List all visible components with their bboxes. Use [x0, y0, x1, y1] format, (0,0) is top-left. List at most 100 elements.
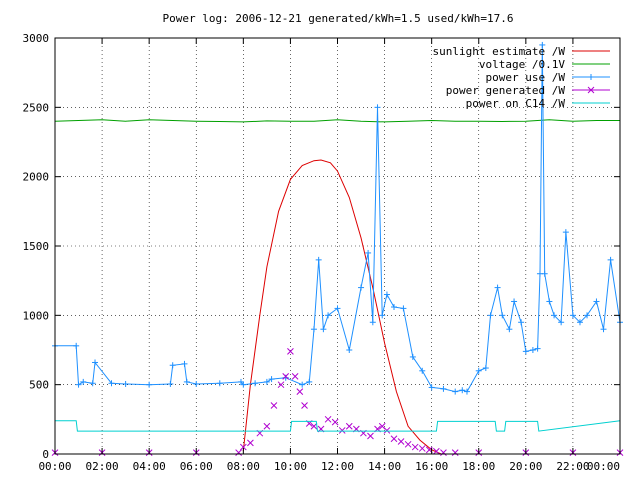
data-point-power-generated-w — [301, 402, 308, 409]
series-line-voltage-0-1v — [54, 119, 620, 123]
data-point-power-generated-w — [310, 422, 318, 430]
data-point-power-generated-w — [397, 438, 405, 445]
data-point-power-use-w — [409, 353, 416, 360]
series-voltage-0-1v — [54, 119, 620, 123]
data-point-power-use-w — [419, 367, 426, 374]
data-point-power-use-w — [122, 380, 129, 387]
data-point-power-use-w — [315, 256, 322, 263]
x-tick-label: 18:00 — [462, 460, 495, 473]
data-point-power-generated-w — [383, 427, 391, 434]
data-point-power-use-w — [263, 378, 270, 385]
data-point-power-generated-w — [451, 449, 459, 456]
series-line-power-on-c14-w — [55, 420, 621, 432]
data-point-power-generated-w — [287, 348, 294, 355]
data-point-power-use-w — [306, 378, 313, 385]
data-point-power-use-w — [499, 312, 506, 319]
data-point-power-use-w — [365, 249, 372, 256]
data-point-power-use-w — [391, 304, 397, 311]
legend-label-power-use-w: power use /W — [486, 71, 566, 84]
data-point-power-use-w — [551, 312, 558, 319]
data-point-power-generated-w — [411, 443, 419, 451]
data-point-power-generated-w — [331, 418, 339, 426]
data-point-power-use-w — [600, 326, 607, 333]
legend-marker-power-use-w — [588, 74, 594, 80]
series-line-sunlight-estimate-w — [242, 159, 442, 455]
x-tick-label: 06:00 — [180, 460, 213, 473]
data-point-power-use-w — [181, 360, 188, 367]
data-point-power-generated-w — [282, 372, 290, 380]
data-point-power-generated-w — [324, 415, 332, 423]
x-tick-label: 00:00 — [38, 460, 71, 473]
x-tick-label: 20:00 — [509, 460, 542, 473]
data-point-power-use-w — [89, 380, 96, 387]
data-point-power-use-w — [334, 305, 341, 312]
data-point-power-use-w — [482, 365, 489, 372]
data-point-power-use-w — [428, 384, 435, 391]
data-point-power-use-w — [320, 326, 327, 333]
data-point-power-generated-w — [367, 432, 374, 440]
data-point-power-use-w — [607, 256, 614, 263]
data-point-power-use-w — [487, 312, 494, 319]
series-power-on-c14-w — [55, 420, 621, 432]
data-point-power-use-w — [268, 376, 275, 383]
x-tick-label: 04:00 — [133, 460, 166, 473]
data-point-power-use-w — [463, 388, 470, 395]
data-point-power-use-w — [75, 381, 82, 388]
legend-label-voltage-0-1v: voltage /0.1V — [479, 58, 565, 71]
legend-label-sunlight-estimate-w: sunlight estimate /W — [433, 45, 566, 58]
data-point-power-generated-w — [390, 435, 398, 443]
data-point-power-use-w — [452, 388, 459, 395]
data-point-power-generated-w — [235, 449, 242, 456]
data-point-power-use-w — [240, 381, 247, 388]
legend-label-power-on-c14-w: power on C14 /W — [466, 97, 566, 110]
x-tick-label: 08:00 — [227, 460, 260, 473]
data-point-power-use-w — [73, 342, 80, 349]
y-tick-label: 0 — [42, 448, 49, 461]
data-point-power-use-w — [518, 319, 525, 326]
data-point-power-generated-w — [247, 439, 254, 447]
data-point-power-generated-w — [440, 449, 447, 456]
data-point-power-use-w — [167, 380, 174, 387]
data-point-power-generated-w — [270, 402, 278, 409]
data-point-power-use-w — [369, 319, 376, 326]
series-layer — [51, 41, 624, 456]
y-tick-label: 2000 — [23, 171, 50, 184]
data-point-power-generated-w — [239, 443, 247, 451]
y-tick-label: 500 — [29, 379, 49, 392]
data-point-power-use-w — [459, 387, 466, 394]
data-point-power-generated-w — [277, 381, 285, 389]
data-point-power-generated-w — [263, 422, 271, 430]
series-power-use-w — [52, 41, 623, 395]
series-sunlight-estimate-w — [242, 159, 442, 455]
data-point-power-use-w — [562, 229, 569, 236]
data-point-power-generated-w — [404, 440, 412, 448]
data-point-power-use-w — [146, 381, 153, 388]
data-point-power-use-w — [494, 284, 501, 291]
x-tick-label: 10:00 — [274, 460, 307, 473]
data-point-power-use-w — [593, 298, 600, 305]
data-point-power-use-w — [576, 319, 583, 326]
data-point-power-use-w — [383, 291, 390, 298]
data-point-power-use-w — [216, 380, 223, 387]
data-point-power-use-w — [299, 381, 306, 388]
data-point-power-use-w — [569, 312, 576, 319]
data-point-power-use-w — [546, 298, 553, 305]
data-point-power-use-w — [440, 385, 447, 392]
x-tick-label: 22:00 — [556, 460, 589, 473]
data-point-power-use-w — [92, 359, 99, 366]
y-tick-label: 3000 — [23, 32, 50, 45]
data-point-power-use-w — [358, 284, 365, 291]
data-point-power-use-w — [522, 348, 529, 355]
data-point-power-use-w — [529, 347, 536, 353]
data-point-power-use-w — [584, 312, 591, 319]
data-point-power-use-w — [558, 319, 565, 326]
data-point-power-use-w — [169, 362, 176, 369]
data-point-power-use-w — [511, 298, 518, 305]
legend-label-power-generated-w: power generated /W — [446, 84, 566, 97]
data-point-power-use-w — [534, 345, 541, 352]
data-point-power-use-w — [541, 270, 548, 277]
y-tick-label: 1500 — [23, 240, 50, 253]
data-point-power-use-w — [193, 380, 200, 387]
chart-title: Power log: 2006-12-21 generated/kWh=1.5 … — [163, 12, 514, 25]
